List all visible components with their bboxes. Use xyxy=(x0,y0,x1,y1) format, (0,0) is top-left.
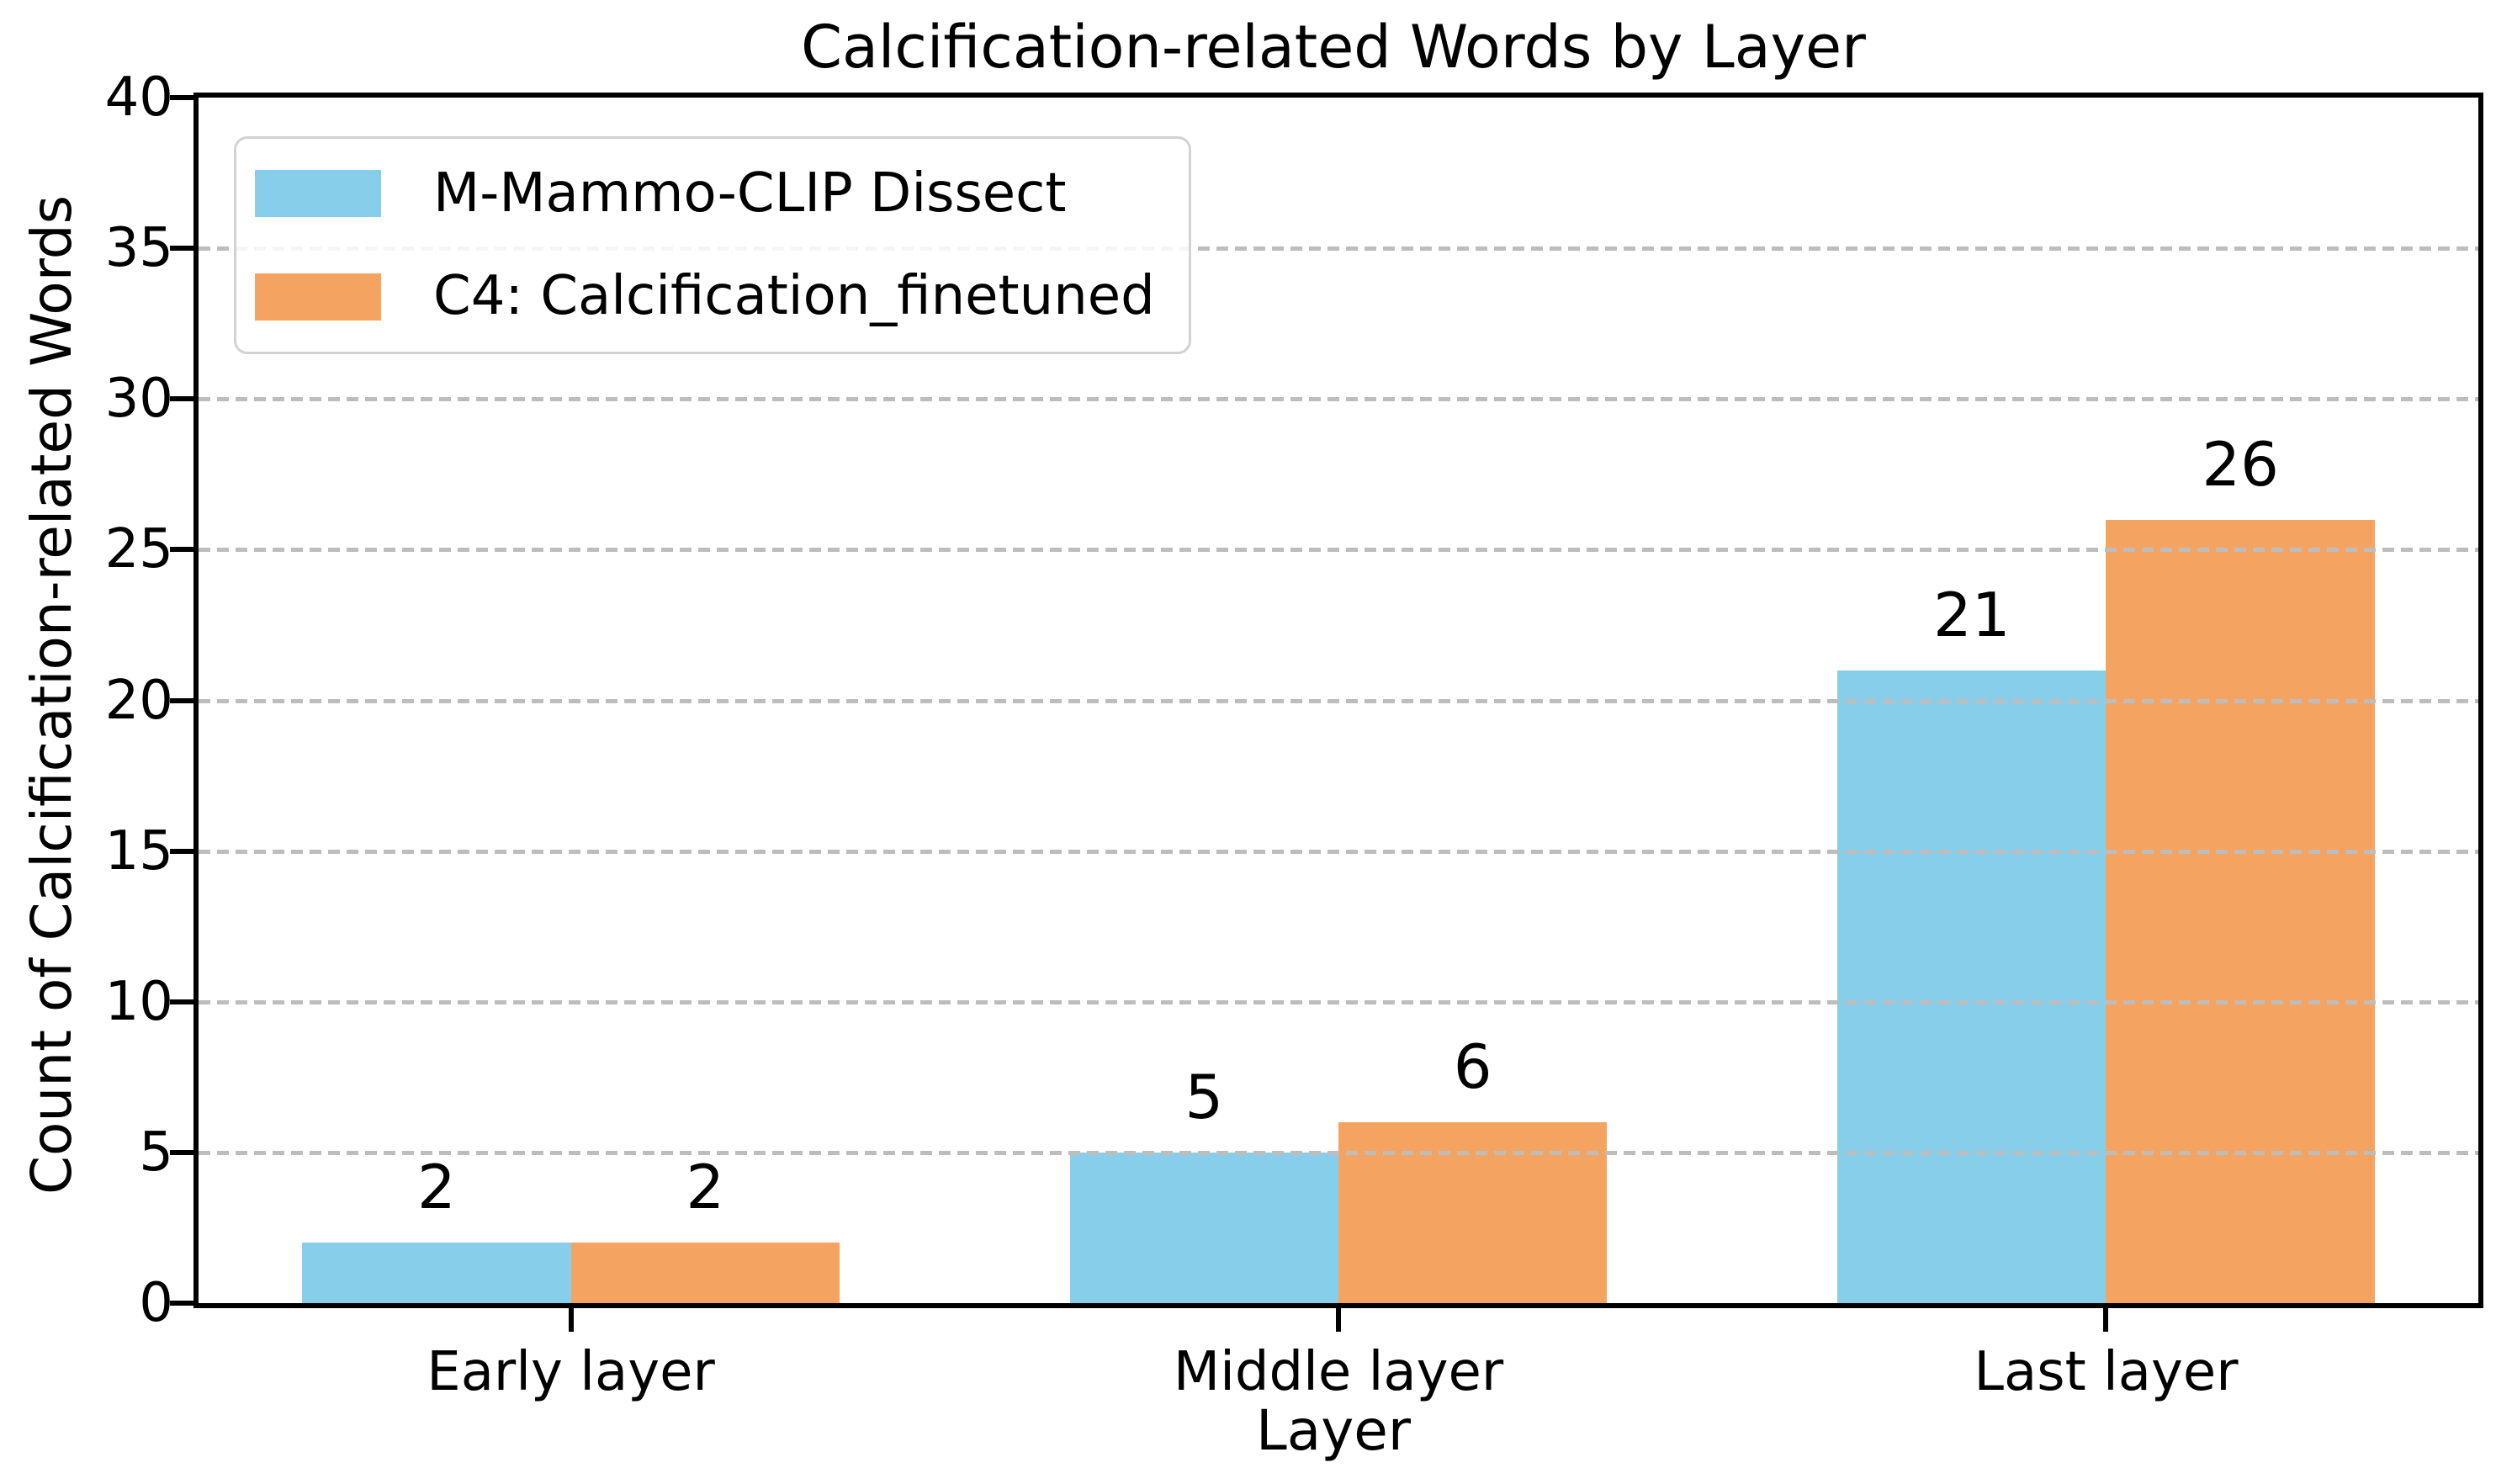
y-tick-25 xyxy=(170,547,193,553)
y-tick-40 xyxy=(170,95,193,100)
y-tick-label-15: 15 xyxy=(104,819,173,882)
x-tick-0 xyxy=(568,1308,574,1332)
grid-line-y-30 xyxy=(199,397,2478,402)
y-tick-label-40: 40 xyxy=(104,66,173,129)
legend-entry-series-2: C4: Calcification_finetuned xyxy=(255,267,1155,326)
y-tick-label-35: 35 xyxy=(104,217,173,280)
y-tick-15 xyxy=(170,848,193,854)
y-tick-label-0: 0 xyxy=(139,1272,173,1334)
grid-line-y-25 xyxy=(199,548,2478,553)
y-tick-0 xyxy=(170,1301,193,1306)
bar-c4-calcification-finetuned-1 xyxy=(1338,1122,1608,1303)
bar-m-mammo-clip-dissect-1 xyxy=(1069,1152,1338,1303)
x-tick-label-1: Middle layer xyxy=(1173,1341,1504,1403)
y-tick-5 xyxy=(170,1149,193,1155)
y-tick-20 xyxy=(170,697,193,703)
grid-line-y-10 xyxy=(199,999,2478,1004)
y-tick-10 xyxy=(170,999,193,1004)
value-label-series-1-1: 5 xyxy=(1184,1061,1224,1132)
x-axis-label: Layer xyxy=(1255,1398,1411,1463)
y-tick-35 xyxy=(170,246,193,252)
x-tick-1 xyxy=(1336,1308,1341,1332)
y-tick-label-10: 10 xyxy=(104,970,173,1033)
plot-area: M-Mammo-CLIP Dissect C4: Calcification_f… xyxy=(105,71,2483,1399)
y-tick-30 xyxy=(170,396,193,402)
y-axis-label: Count of Calcification-related Words xyxy=(19,194,84,1195)
y-tick-label-25: 25 xyxy=(104,518,173,581)
y-tick-label-5: 5 xyxy=(139,1121,173,1184)
legend: M-Mammo-CLIP Dissect C4: Calcification_f… xyxy=(234,136,1191,354)
grid-line-y-15 xyxy=(199,849,2478,854)
value-label-series-2-1: 6 xyxy=(1453,1031,1492,1103)
grid-line-y-5 xyxy=(199,1150,2478,1155)
legend-swatch-blue xyxy=(255,170,381,218)
legend-label-series-2: C4: Calcification_finetuned xyxy=(433,265,1155,328)
grid-line-y-35 xyxy=(199,246,2478,252)
grid-line-y-20 xyxy=(199,698,2478,703)
value-label-series-2-0: 2 xyxy=(686,1152,725,1223)
x-tick-label-2: Last layer xyxy=(1974,1341,2239,1403)
legend-entry-series-1: M-Mammo-CLIP Dissect xyxy=(255,164,1155,223)
legend-swatch-orange xyxy=(255,273,381,321)
bar-m-mammo-clip-dissect-2 xyxy=(1837,670,2106,1303)
chart-title: Calcification-related Words by Layer xyxy=(801,13,1866,82)
value-label-series-2-2: 26 xyxy=(2202,428,2279,500)
x-tick-2 xyxy=(2103,1308,2109,1332)
value-label-series-1-2: 21 xyxy=(1932,579,2011,650)
y-tick-label-30: 30 xyxy=(104,368,173,431)
bar-c4-calcification-finetuned-0 xyxy=(570,1243,840,1303)
x-tick-label-0: Early layer xyxy=(427,1341,715,1403)
legend-label-series-1: M-Mammo-CLIP Dissect xyxy=(433,162,1067,225)
bar-c4-calcification-finetuned-2 xyxy=(2106,519,2375,1303)
value-label-series-1-0: 2 xyxy=(416,1152,456,1223)
y-tick-label-20: 20 xyxy=(104,669,173,732)
bar-m-mammo-clip-dissect-0 xyxy=(302,1243,571,1303)
